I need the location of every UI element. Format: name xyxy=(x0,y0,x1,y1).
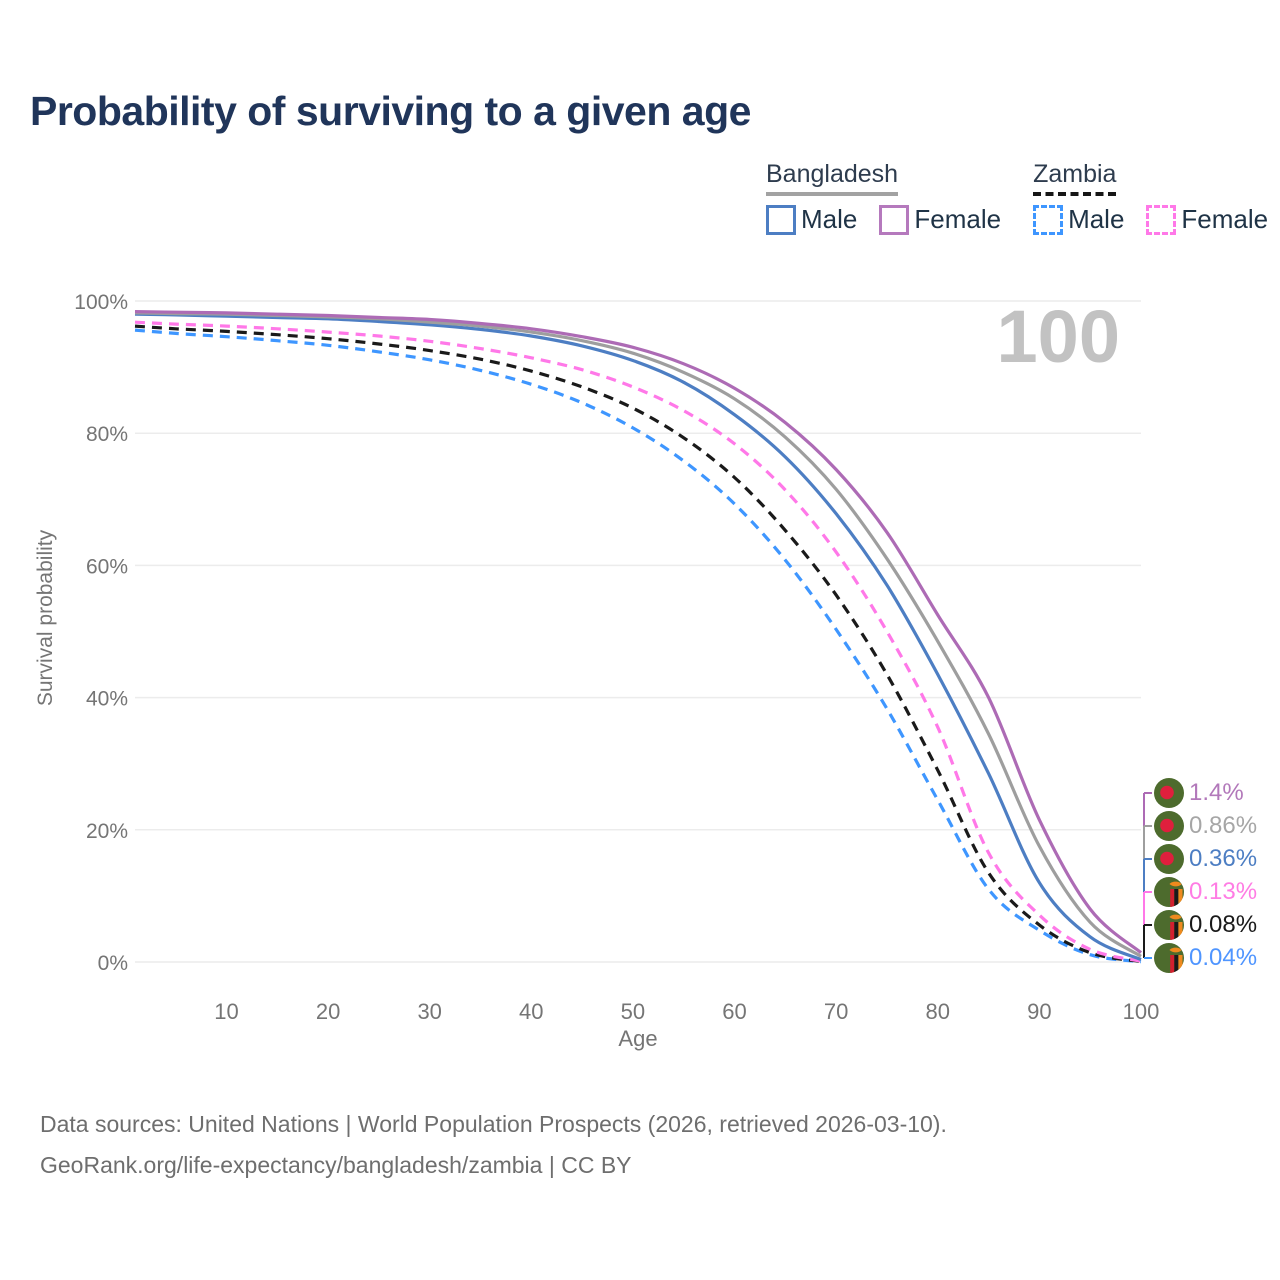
series-line-zambia-female[interactable] xyxy=(134,320,1142,963)
legend-item-bangladesh-male[interactable]: Male xyxy=(766,204,857,235)
y-tick-label: 60% xyxy=(86,555,128,578)
end-label-value: 0.13% xyxy=(1189,878,1258,905)
zambia-flag-icon xyxy=(1154,877,1184,907)
legend-header-zambia: Zambia xyxy=(1033,160,1117,196)
series-line-bangladesh-female[interactable] xyxy=(134,310,1143,954)
series-line-zambia[interactable] xyxy=(134,324,1142,964)
bangladesh-female-swatch-icon xyxy=(879,204,910,235)
footer-line-1: Data sources: United Nations | World Pop… xyxy=(40,1111,947,1137)
legend-group-zambia: Zambia Male Female xyxy=(1033,160,1268,235)
x-axis-title: Age xyxy=(618,1026,658,1051)
x-tick-label: 60 xyxy=(722,999,746,1024)
bangladesh-flag-icon xyxy=(1154,811,1184,841)
end-label-zambia-female: 0.13% xyxy=(1154,875,1257,909)
end-label-bangladesh-female: 1.4% xyxy=(1154,776,1244,810)
end-label-value: 0.86% xyxy=(1189,812,1258,839)
legend: Bangladesh Male Female Zambia Male xyxy=(766,160,1268,235)
end-label-zambia: 0.08% xyxy=(1154,908,1257,942)
y-tick-label: 0% xyxy=(98,952,128,975)
series-line-bangladesh-male[interactable] xyxy=(134,312,1142,962)
end-label-value: 0.04% xyxy=(1189,944,1258,971)
legend-item-label: Male xyxy=(1068,204,1125,234)
y-tick-label: 100% xyxy=(74,291,128,314)
series-line-zambia-male[interactable] xyxy=(134,328,1142,964)
legend-item-zambia-female[interactable]: Female xyxy=(1146,204,1268,235)
y-tick-label: 80% xyxy=(86,423,128,446)
zambia-male-swatch-icon xyxy=(1033,204,1064,235)
zambia-female-swatch-icon xyxy=(1146,204,1177,235)
legend-header-bangladesh: Bangladesh xyxy=(766,160,899,196)
end-label-value: 0.08% xyxy=(1189,911,1258,938)
x-tick-label: 90 xyxy=(1027,999,1051,1024)
page-title: Probability of surviving to a given age xyxy=(30,88,751,134)
zambia-flag-icon xyxy=(1154,943,1184,973)
footer-line-2: GeoRank.org/life-expectancy/bangladesh/z… xyxy=(40,1152,632,1178)
zambia-flag-icon xyxy=(1154,910,1184,940)
legend-item-label: Male xyxy=(801,204,858,234)
legend-item-zambia-male[interactable]: Male xyxy=(1033,204,1124,235)
y-tick-label: 20% xyxy=(86,820,128,843)
x-tick-label: 20 xyxy=(316,999,340,1024)
current-age-watermark: 100 xyxy=(996,295,1120,378)
end-label-bangladesh-male: 0.36% xyxy=(1154,842,1257,876)
legend-group-bangladesh: Bangladesh Male Female xyxy=(766,160,1001,235)
y-axis-title: Survival probability xyxy=(34,529,57,707)
x-tick-label: 10 xyxy=(214,999,238,1024)
legend-item-bangladesh-female[interactable]: Female xyxy=(879,204,1001,235)
bangladesh-male-swatch-icon xyxy=(766,204,796,235)
legend-item-label: Female xyxy=(1181,204,1269,234)
x-tick-label: 70 xyxy=(824,999,848,1024)
legend-item-label: Female xyxy=(914,204,1002,234)
end-label-value: 0.36% xyxy=(1189,845,1258,872)
x-tick-label: 100 xyxy=(1123,999,1160,1024)
end-label-value: 1.4% xyxy=(1189,779,1244,806)
end-label-zambia-male: 0.04% xyxy=(1154,941,1257,975)
x-tick-label: 30 xyxy=(417,999,441,1024)
bangladesh-flag-icon xyxy=(1154,778,1184,808)
x-tick-label: 80 xyxy=(926,999,950,1024)
x-tick-label: 40 xyxy=(519,999,543,1024)
y-tick-label: 40% xyxy=(86,688,128,711)
data-source-footer: Data sources: United Nations | World Pop… xyxy=(40,1104,947,1186)
x-tick-label: 50 xyxy=(621,999,645,1024)
end-label-bangladesh: 0.86% xyxy=(1154,809,1257,843)
bangladesh-flag-icon xyxy=(1154,844,1184,874)
